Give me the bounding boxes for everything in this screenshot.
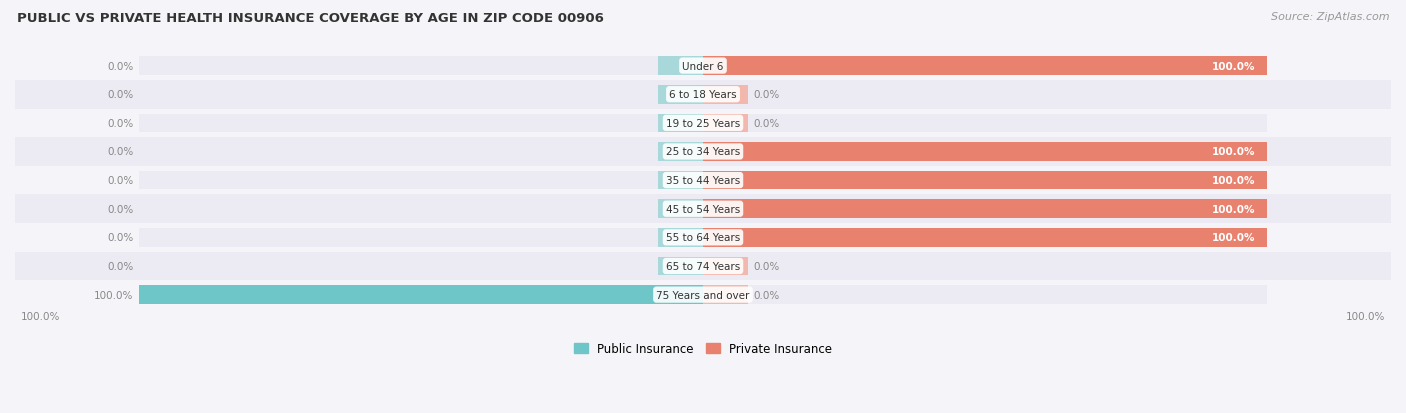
Text: 0.0%: 0.0% [107, 261, 134, 271]
Bar [15, 280, 1391, 309]
Bar [15, 166, 1391, 195]
Bar [703, 257, 1267, 275]
Text: 100.0%: 100.0% [1212, 62, 1256, 71]
Bar [15, 81, 1391, 109]
Text: 0.0%: 0.0% [754, 90, 780, 100]
Bar [703, 200, 1267, 218]
Text: 45 to 54 Years: 45 to 54 Years [666, 204, 740, 214]
Bar [703, 171, 1267, 190]
Bar [15, 138, 1391, 166]
Bar [658, 228, 703, 247]
Text: PUBLIC VS PRIVATE HEALTH INSURANCE COVERAGE BY AGE IN ZIP CODE 00906: PUBLIC VS PRIVATE HEALTH INSURANCE COVER… [17, 12, 603, 25]
Text: 100.0%: 100.0% [1212, 147, 1256, 157]
Bar [703, 286, 1267, 304]
Text: 100.0%: 100.0% [1212, 233, 1256, 243]
Bar [139, 143, 703, 161]
Bar [703, 85, 748, 104]
Text: 100.0%: 100.0% [1212, 176, 1256, 186]
Bar [139, 257, 703, 275]
Bar [15, 252, 1391, 280]
Text: 6 to 18 Years: 6 to 18 Years [669, 90, 737, 100]
Bar [658, 171, 703, 190]
Bar [703, 57, 1267, 76]
Legend: Public Insurance, Private Insurance: Public Insurance, Private Insurance [569, 337, 837, 360]
Text: 100.0%: 100.0% [21, 311, 60, 321]
Text: 0.0%: 0.0% [107, 62, 134, 71]
Text: 0.0%: 0.0% [107, 176, 134, 186]
Bar [139, 286, 703, 304]
Bar [703, 57, 1267, 76]
Bar [139, 286, 703, 304]
Text: 100.0%: 100.0% [1212, 204, 1256, 214]
Bar [658, 200, 703, 218]
Bar [139, 228, 703, 247]
Text: 75 Years and over: 75 Years and over [657, 290, 749, 300]
Bar [703, 171, 1267, 190]
Bar [703, 228, 1267, 247]
Text: 0.0%: 0.0% [107, 90, 134, 100]
Text: 100.0%: 100.0% [94, 290, 134, 300]
Text: 55 to 64 Years: 55 to 64 Years [666, 233, 740, 243]
Text: 0.0%: 0.0% [107, 147, 134, 157]
Text: Under 6: Under 6 [682, 62, 724, 71]
Bar [658, 85, 703, 104]
Bar [15, 52, 1391, 81]
Bar [703, 143, 1267, 161]
Bar [139, 57, 703, 76]
Bar [139, 85, 703, 104]
Bar [139, 200, 703, 218]
Text: 35 to 44 Years: 35 to 44 Years [666, 176, 740, 186]
Text: Source: ZipAtlas.com: Source: ZipAtlas.com [1271, 12, 1389, 22]
Text: 0.0%: 0.0% [107, 204, 134, 214]
Text: 0.0%: 0.0% [754, 261, 780, 271]
Bar [703, 228, 1267, 247]
Text: 65 to 74 Years: 65 to 74 Years [666, 261, 740, 271]
Bar [658, 143, 703, 161]
Bar [703, 286, 748, 304]
Text: 25 to 34 Years: 25 to 34 Years [666, 147, 740, 157]
Bar [15, 109, 1391, 138]
Bar [703, 257, 748, 275]
Bar [658, 57, 703, 76]
Bar [703, 85, 1267, 104]
Text: 100.0%: 100.0% [1346, 311, 1385, 321]
Bar [15, 195, 1391, 223]
Text: 0.0%: 0.0% [107, 233, 134, 243]
Bar [139, 171, 703, 190]
Bar [703, 114, 1267, 133]
Bar [703, 143, 1267, 161]
Bar [703, 114, 748, 133]
Bar [15, 223, 1391, 252]
Bar [703, 200, 1267, 218]
Bar [658, 114, 703, 133]
Bar [658, 257, 703, 275]
Text: 0.0%: 0.0% [754, 119, 780, 128]
Text: 0.0%: 0.0% [107, 119, 134, 128]
Bar [139, 114, 703, 133]
Text: 0.0%: 0.0% [754, 290, 780, 300]
Text: 19 to 25 Years: 19 to 25 Years [666, 119, 740, 128]
